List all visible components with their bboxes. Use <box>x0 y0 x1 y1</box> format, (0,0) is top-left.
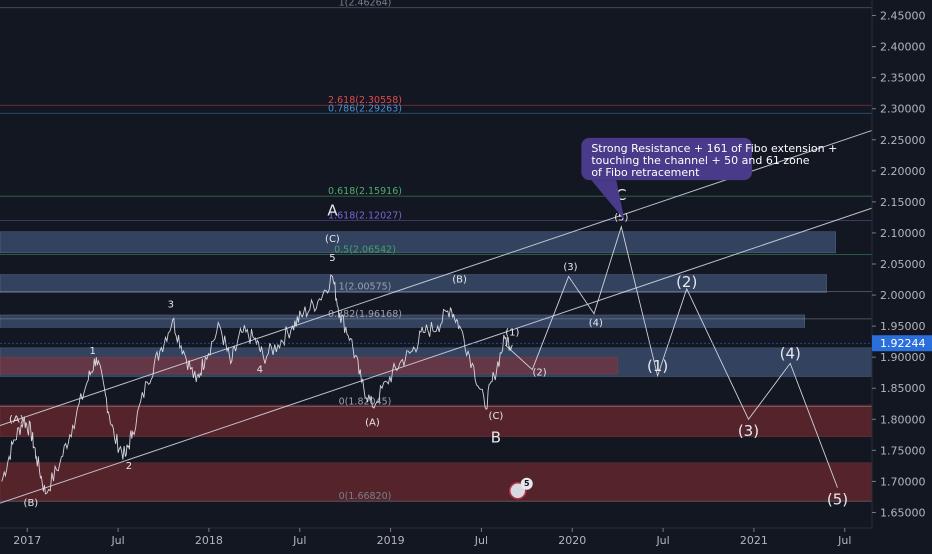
wave-label: (4) <box>589 318 603 329</box>
wave-label: (5) <box>827 491 848 509</box>
y-tick-label: 2.05000 <box>880 258 926 271</box>
y-tick-label: 1.70000 <box>880 475 926 488</box>
time-axis[interactable] <box>0 528 872 550</box>
supply-zone[interactable] <box>0 314 806 328</box>
y-tick-label: 1.75000 <box>880 444 926 457</box>
current-price-tag[interactable] <box>872 335 932 352</box>
fib-level-label: 0.382(1.96168) <box>328 309 402 320</box>
wave-label: (B) <box>452 275 467 286</box>
fib-level-label: 0.786(2.29263) <box>328 103 402 114</box>
fib-level-label: 1(2.00575) <box>339 281 392 292</box>
wave-projection-line[interactable] <box>504 225 838 488</box>
wave-label: (2) <box>532 368 546 379</box>
y-tick-label: 2.00000 <box>880 289 926 302</box>
fib-level-label: 0.5(2.06542) <box>334 244 396 255</box>
wave-label: 1 <box>89 346 95 357</box>
x-tick-label: 2020 <box>558 534 586 547</box>
wave-label: (B) <box>24 498 39 509</box>
fib-level-label: 1(2.46264) <box>339 0 392 9</box>
y-tick-label: 1.80000 <box>880 413 926 426</box>
x-tick-label: Jul <box>655 534 669 547</box>
wave-label: (2) <box>676 273 697 291</box>
fib-level-label: 0.618(2.15916) <box>328 186 402 197</box>
y-tick-label: 2.40000 <box>880 41 926 54</box>
x-tick-label: 2017 <box>13 534 41 547</box>
wave-label: C <box>616 186 626 204</box>
fib-level-label: 2.618(2.30558) <box>328 95 402 106</box>
x-tick-label: Jul <box>110 534 124 547</box>
wave-label: A <box>327 202 338 220</box>
y-tick-label: 2.25000 <box>880 134 926 147</box>
annotation-text: touching the channel + 50 and 61 zone <box>591 154 809 167</box>
y-tick-label: 1.95000 <box>880 320 926 333</box>
wave-label: 3 <box>168 299 174 310</box>
annotation-text: of Fibo retracement <box>591 166 700 179</box>
y-tick-label: 2.35000 <box>880 72 926 85</box>
x-tick-label: 2019 <box>377 534 405 547</box>
wave-label: (5) <box>614 212 628 223</box>
x-tick-label: Jul <box>837 534 851 547</box>
current-price-label: 1.92244 <box>880 337 926 350</box>
y-tick-label: 2.10000 <box>880 227 926 240</box>
fib-level-label: 1.618(2.12027) <box>328 210 402 221</box>
channel-line[interactable] <box>0 207 873 504</box>
price-axis[interactable] <box>872 0 932 550</box>
x-tick-label: Jul <box>292 534 306 547</box>
x-tick-label: Jul <box>474 534 488 547</box>
wave-label: (1) <box>505 327 519 338</box>
wave-label: (3) <box>738 422 759 440</box>
wave-label: 5 <box>329 253 335 264</box>
wave-label: (4) <box>780 345 801 363</box>
y-tick-label: 1.65000 <box>880 506 926 519</box>
y-tick-label: 2.30000 <box>880 103 926 116</box>
supply-zone[interactable] <box>0 231 836 254</box>
wave-label: (C) <box>325 234 340 245</box>
wave-label: (C) <box>489 411 504 422</box>
y-tick-label: 2.45000 <box>880 10 926 23</box>
supply-zone[interactable] <box>0 274 827 293</box>
y-tick-label: 2.20000 <box>880 165 926 178</box>
price-line[interactable] <box>1 274 513 495</box>
demand-zone[interactable] <box>0 404 873 437</box>
y-tick-label: 1.85000 <box>880 382 926 395</box>
wave-label: B <box>491 428 501 446</box>
y-tick-label: 1.90000 <box>880 351 926 364</box>
event-count-label: 5 <box>524 479 530 488</box>
wave-label: (A) <box>9 414 24 425</box>
wave-label: 4 <box>257 365 263 376</box>
wave-label: (1) <box>647 357 668 375</box>
wave-label: (A) <box>365 417 380 428</box>
fib-level-label: 0(1.66820) <box>339 491 392 502</box>
wave-label: (3) <box>563 262 577 273</box>
annotation-box[interactable] <box>581 137 753 181</box>
wave-label: 2 <box>126 461 132 472</box>
annotation-pointer <box>591 180 625 220</box>
x-tick-label: 2021 <box>740 534 768 547</box>
fib-level-label: 0(1.82045) <box>339 397 392 408</box>
x-tick-label: 2018 <box>195 534 223 547</box>
y-tick-label: 2.15000 <box>880 196 926 209</box>
event-count-badge <box>520 477 533 490</box>
annotation-text: Strong Resistance + 161 of Fibo extensio… <box>591 142 837 155</box>
